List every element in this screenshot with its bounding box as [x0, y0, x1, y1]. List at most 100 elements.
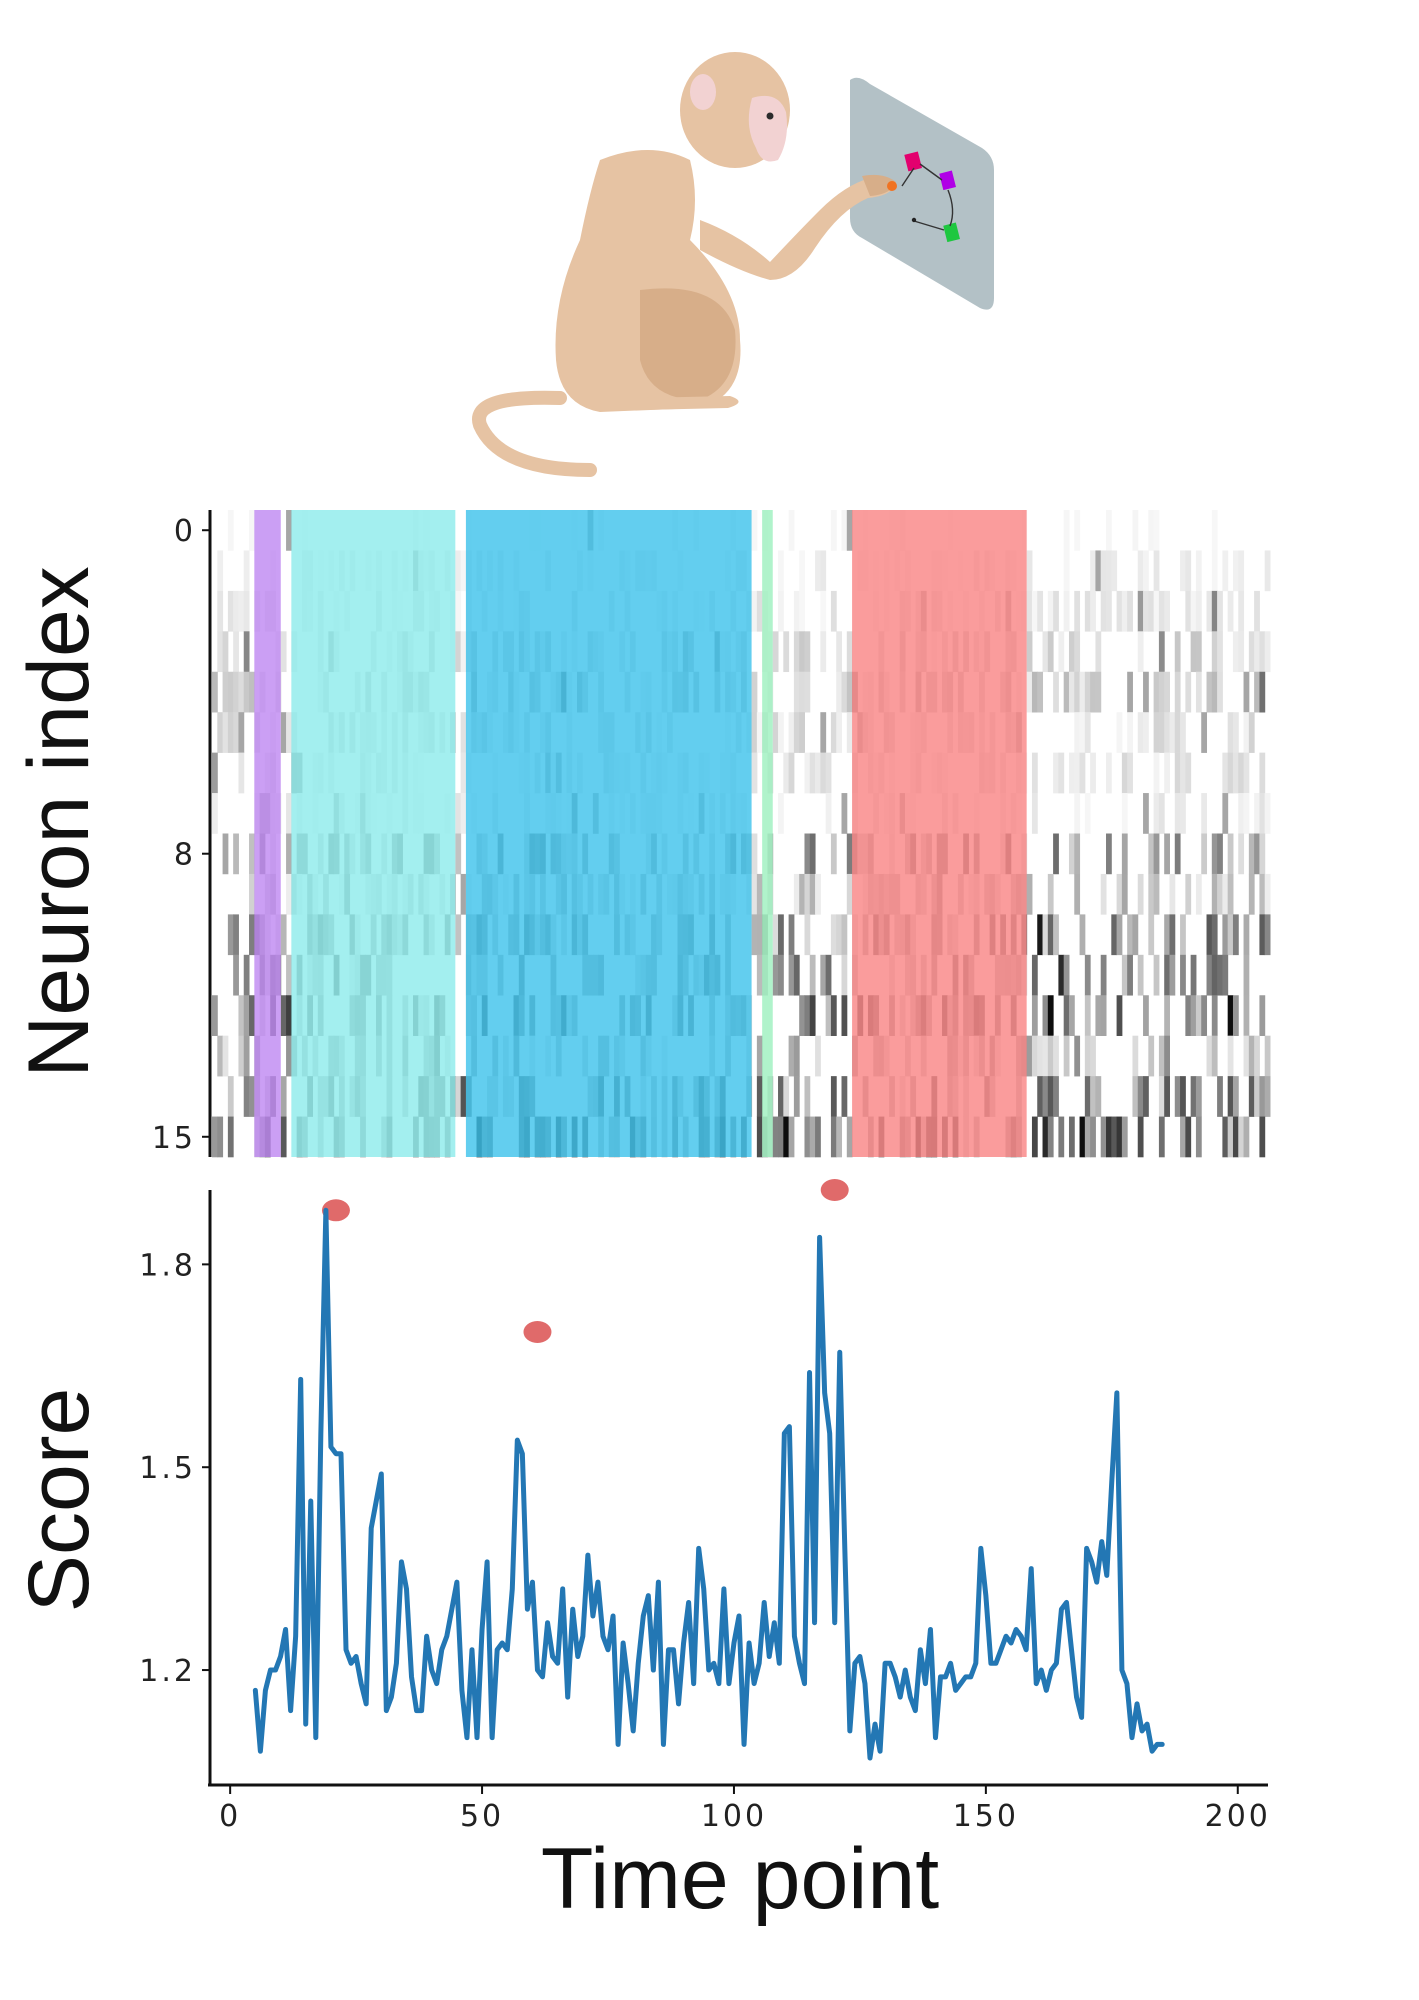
heatmap-cell: [460, 631, 467, 673]
heatmap-cell: [1185, 995, 1192, 1036]
heatmap-cell: [1248, 712, 1255, 753]
heatmap-cell: [212, 1116, 218, 1158]
heatmap-cell: [1169, 914, 1176, 956]
heatmap-cell: [1238, 833, 1245, 875]
heatmap-cell: [1211, 671, 1218, 713]
heatmap-cell: [1132, 510, 1139, 551]
heatmap-cell: [1264, 550, 1271, 592]
heatmap-cell: [1195, 590, 1202, 632]
heatmap-cell: [830, 1076, 837, 1117]
heatmap-cell: [1090, 752, 1096, 794]
heatmap-cell: [238, 995, 245, 1036]
heatmap-cell: [455, 914, 462, 956]
heatmap-cell: [243, 1035, 250, 1077]
heatmap-cell: [1201, 793, 1208, 834]
heatmap-cell: [1264, 793, 1271, 834]
heatmap-cell: [1211, 914, 1218, 956]
touchscreen-panel: [850, 77, 994, 310]
heatmap-cell: [830, 995, 837, 1036]
heatmap-cell: [1190, 631, 1197, 673]
heatmap-cell: [841, 793, 848, 834]
heatmap-cell: [1222, 873, 1229, 915]
heatmap-cell: [1238, 1116, 1245, 1158]
heatmap-cell: [1100, 550, 1107, 592]
heatmap-cell: [793, 671, 800, 713]
heatmap-cell: [804, 1116, 811, 1158]
heatmap-cell: [793, 954, 800, 996]
heatmap-cell: [1264, 631, 1271, 673]
heatmap-cell: [1148, 914, 1155, 956]
heatmap-cell: [778, 712, 784, 753]
line-x-tick-label: 150: [953, 1799, 1019, 1834]
heatmap-cell: [1116, 914, 1123, 956]
heatmap-cell: [1206, 914, 1213, 956]
line-x-tick-label: 200: [1205, 1799, 1271, 1834]
heatmap-cell: [1143, 550, 1149, 592]
heatmap-cell: [1232, 550, 1239, 592]
heatmap-cell: [243, 995, 250, 1036]
epoch-band-cyan: [291, 510, 456, 1157]
heatmap-cell: [1079, 712, 1086, 753]
heatmap-cell: [1090, 671, 1096, 713]
heatmap-cell: [1254, 833, 1260, 875]
heatmap-cell: [804, 995, 811, 1036]
heatmap-cell: [1132, 1076, 1139, 1117]
heatmap-cell: [751, 671, 758, 713]
heatmap-cell: [1222, 1116, 1229, 1158]
heatmap-cell: [1174, 671, 1181, 713]
heatmap-cell: [233, 954, 239, 996]
heatmap-cell: [1232, 914, 1239, 956]
heatmap-cell: [841, 995, 848, 1036]
heatmap-cell: [1211, 873, 1218, 915]
heatmap-cell: [1158, 1076, 1165, 1117]
heatmap-cell: [751, 590, 758, 632]
heatmap-cell: [841, 671, 848, 713]
heatmap-cell: [1164, 590, 1170, 632]
line-x-tick-label: 0: [219, 1799, 241, 1834]
heatmap-cell: [1217, 590, 1223, 632]
heatmap-cell: [751, 914, 758, 956]
heatmap-cell: [1227, 833, 1234, 875]
heatmap-cell: [783, 631, 790, 673]
heatmap-cell: [846, 671, 853, 713]
heatmap-cell: [825, 793, 832, 834]
heatmap-cell: [820, 631, 827, 673]
heatmap-cell: [1137, 631, 1144, 673]
heatmap-cell: [1254, 671, 1260, 713]
heatmap-cell: [793, 1035, 800, 1077]
heatmap-cell: [751, 873, 758, 915]
heatmap-cell: [1090, 550, 1096, 592]
heatmap-cell: [1063, 995, 1070, 1036]
heatmap-cell: [836, 914, 843, 956]
heatmap-cell: [1195, 873, 1202, 915]
heatmap-cell: [222, 1035, 229, 1077]
heatmap-cell: [1047, 1035, 1054, 1077]
monkey-hand: [862, 174, 896, 196]
line-chart-panel: 1.2 1.5 1.8 0 50 100 150 200 Score Time point: [11, 1179, 1271, 1927]
heatmap-cell: [233, 590, 239, 632]
heatmap-cell: [751, 712, 758, 753]
heatmap-cell: [1047, 1076, 1054, 1117]
heatmap-cell: [1063, 671, 1070, 713]
heatmap-cell: [1116, 590, 1123, 632]
heatmap-cell: [1232, 752, 1239, 794]
heatmap-y-tick-label: 8: [174, 838, 196, 873]
heatmap-cell: [1158, 1035, 1165, 1077]
heatmap-cell: [1063, 1035, 1070, 1077]
heatmap-cell: [1148, 833, 1155, 875]
heatmap-cell: [1042, 631, 1049, 673]
heatmap-cell: [212, 995, 218, 1036]
heatmap-cell: [1254, 631, 1260, 673]
heatmap-cell: [227, 914, 234, 956]
heatmap-cell: [783, 1076, 790, 1117]
heatmap-cell: [1169, 954, 1176, 996]
heatmap-cell: [1137, 954, 1144, 996]
heatmap-cell: [217, 712, 224, 753]
heatmap-cell: [1232, 1076, 1239, 1117]
heatmap-cell: [772, 1116, 779, 1158]
heatmap-cell: [1047, 873, 1054, 915]
heatmap-cell: [756, 914, 763, 956]
heatmap-cell: [1174, 833, 1181, 875]
heatmap-cell: [1243, 671, 1250, 713]
heatmap-cell: [1164, 995, 1170, 1036]
